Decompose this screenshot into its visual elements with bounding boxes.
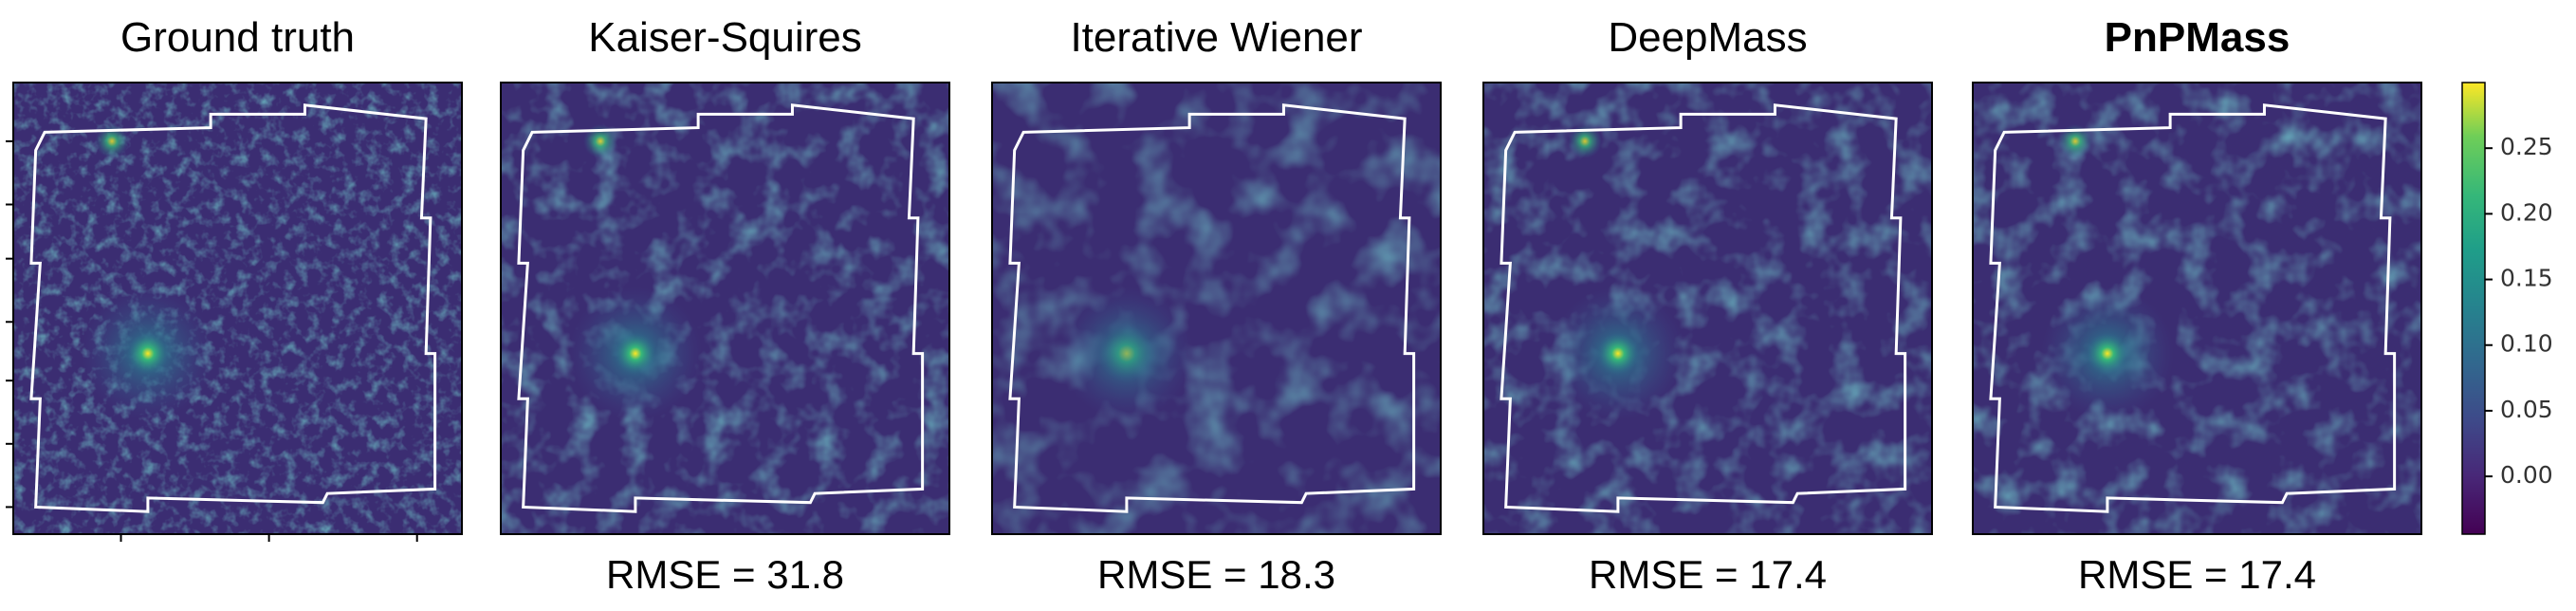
colorbar-tick-label: 0.00 <box>2500 461 2553 489</box>
panel-title: Ground truth <box>120 14 355 61</box>
panel <box>1972 82 2422 535</box>
image-frame <box>1972 82 2422 535</box>
survey-outline <box>1989 103 2397 513</box>
image-frame <box>500 82 950 535</box>
image-frame <box>991 82 1442 535</box>
cluster-peak <box>1596 332 1639 375</box>
bright-peak <box>2058 123 2093 158</box>
panel <box>1482 82 1933 535</box>
colorbar-tick-label: 0.25 <box>2500 133 2553 160</box>
panel <box>12 82 463 535</box>
image-frame <box>12 82 463 535</box>
image-texture <box>1483 83 1932 534</box>
bright-peak <box>95 123 130 158</box>
cluster-peak <box>126 332 169 375</box>
survey-outline <box>1500 103 1907 513</box>
colorbar-tick-label: 0.15 <box>2500 265 2553 292</box>
panel-title: PnPMass <box>2105 14 2291 61</box>
panel-caption: RMSE = 17.4 <box>2078 552 2316 597</box>
colorbar <box>2461 82 2486 535</box>
cluster-peak <box>1097 324 1155 382</box>
panel-caption: RMSE = 18.3 <box>1097 552 1335 597</box>
bright-peak <box>583 123 618 158</box>
colorbar-tick-label: 0.10 <box>2500 330 2553 358</box>
panel-title: DeepMass <box>1608 14 1807 61</box>
colorbar-tick-label: 0.20 <box>2500 198 2553 226</box>
panel <box>991 82 1442 535</box>
survey-outline <box>517 103 925 513</box>
colorbar-tick-label: 0.05 <box>2500 396 2553 423</box>
panel-title: Iterative Wiener <box>1070 14 1362 61</box>
image-texture <box>13 83 462 534</box>
image-texture <box>1973 83 2421 534</box>
bright-peak <box>1568 123 1603 158</box>
image-texture <box>992 83 1441 534</box>
cluster-peak <box>614 332 656 375</box>
image-texture <box>501 83 949 534</box>
panel-caption: RMSE = 17.4 <box>1589 552 1827 597</box>
cluster-peak <box>2086 332 2128 375</box>
survey-outline <box>29 103 437 513</box>
survey-outline <box>1008 103 1416 513</box>
panel <box>500 82 950 535</box>
image-frame <box>1482 82 1933 535</box>
panel-caption: RMSE = 31.8 <box>606 552 844 597</box>
panel-title: Kaiser-Squires <box>588 14 862 61</box>
